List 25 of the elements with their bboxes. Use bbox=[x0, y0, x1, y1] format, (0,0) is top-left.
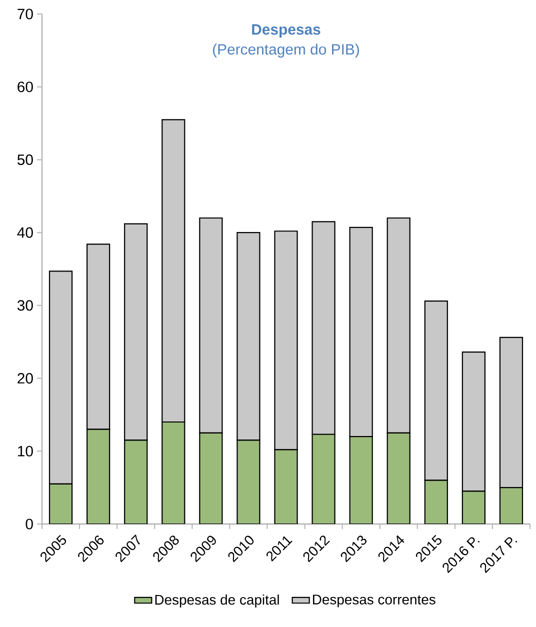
bar bbox=[199, 432, 223, 524]
y-tick-label: 70 bbox=[18, 8, 33, 20]
y-tick-label: 40 bbox=[17, 227, 33, 238]
text: Despesas bbox=[252, 24, 320, 38]
legend-label: Despesas correntes bbox=[313, 594, 436, 608]
bar bbox=[462, 490, 486, 524]
text: (Percentagem do PIB) bbox=[213, 44, 359, 58]
y-tick-label: 10 bbox=[18, 446, 33, 456]
bar bbox=[236, 440, 260, 524]
bar bbox=[349, 436, 373, 524]
y-tick-label: 0 bbox=[26, 518, 33, 530]
legend-label: Despesas de capital bbox=[155, 594, 279, 608]
y-tick-label: 50 bbox=[17, 154, 33, 165]
bar bbox=[162, 421, 186, 524]
bar bbox=[86, 428, 110, 524]
bar bbox=[124, 440, 148, 524]
y-tick-label: 60 bbox=[18, 82, 33, 92]
bar bbox=[274, 449, 298, 524]
bar bbox=[312, 434, 336, 524]
bar bbox=[48, 483, 73, 524]
y-tick-label: 20 bbox=[18, 372, 33, 384]
y-tick-label: 30 bbox=[17, 300, 33, 311]
bar bbox=[424, 480, 448, 524]
bar bbox=[499, 487, 524, 524]
bar bbox=[386, 432, 410, 524]
